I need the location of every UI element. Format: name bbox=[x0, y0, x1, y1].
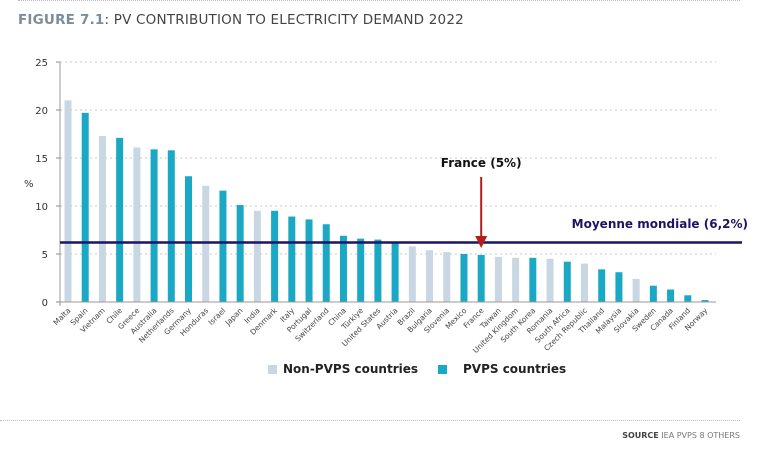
x-tick-label: Japan bbox=[223, 306, 245, 328]
y-tick-label: 20 bbox=[35, 106, 48, 117]
bar-vietnam bbox=[98, 135, 106, 302]
legend-swatch-pvps bbox=[438, 364, 447, 374]
bar-france bbox=[477, 254, 485, 302]
y-tick-label: 5 bbox=[42, 250, 48, 261]
figure-title-text: : PV CONTRIBUTION TO ELECTRICITY DEMAND … bbox=[104, 12, 464, 28]
bar-malaysia bbox=[615, 272, 623, 302]
legend-label-pvps: PVPS countries bbox=[463, 362, 567, 376]
bar-sweden bbox=[649, 285, 657, 302]
source-text: IEA PVPS 8 OTHERS bbox=[661, 431, 740, 440]
bar-india bbox=[253, 210, 261, 302]
bottom-divider bbox=[0, 420, 740, 421]
y-tick-label: 10 bbox=[35, 202, 48, 213]
bar-romania bbox=[546, 258, 554, 302]
bar-south-africa bbox=[563, 261, 571, 302]
bar-taiwan bbox=[494, 256, 502, 302]
bar-norway bbox=[701, 300, 709, 302]
legend-label-non-pvps: Non-PVPS countries bbox=[283, 362, 418, 376]
y-tick-label: 15 bbox=[35, 154, 48, 165]
bar-malta bbox=[64, 100, 72, 303]
bar-portugal bbox=[305, 219, 313, 302]
legend-swatch-non-pvps bbox=[268, 364, 277, 374]
bar-czech-republic bbox=[580, 263, 588, 302]
bar-honduras bbox=[202, 185, 210, 302]
bar-israel bbox=[219, 190, 227, 302]
bar-bulgaria bbox=[426, 250, 434, 302]
bar-denmark bbox=[271, 210, 279, 302]
source-label: SOURCE bbox=[622, 431, 659, 440]
bar-china bbox=[339, 235, 347, 302]
bar-canada bbox=[667, 289, 675, 302]
bar-slovenia bbox=[443, 252, 451, 302]
bar-japan bbox=[236, 205, 244, 302]
bar-united-states bbox=[374, 239, 382, 302]
bar-netherlands bbox=[167, 150, 175, 302]
bar-chart: 0510152025%MaltaSpainVietnamChileGreeceA… bbox=[24, 58, 748, 355]
bar-chile bbox=[116, 137, 124, 302]
source-note: SOURCE IEA PVPS 8 OTHERS bbox=[622, 431, 740, 440]
top-divider bbox=[18, 0, 740, 1]
figure-title: FIGURE 7.1: PV CONTRIBUTION TO ELECTRICI… bbox=[18, 12, 464, 28]
bar-t-rkiye bbox=[357, 238, 365, 302]
bar-brazil bbox=[408, 246, 416, 302]
bar-united-kingdom bbox=[512, 257, 520, 302]
bar-austria bbox=[391, 243, 399, 302]
bar-spain bbox=[81, 112, 89, 302]
bar-switzerland bbox=[322, 224, 330, 302]
bar-italy bbox=[288, 216, 296, 302]
y-tick-label: 0 bbox=[42, 298, 48, 309]
bar-slovakia bbox=[632, 278, 640, 302]
bar-thailand bbox=[598, 269, 606, 302]
france-arrow-head-icon bbox=[475, 236, 488, 248]
y-axis-label: % bbox=[24, 179, 34, 190]
bar-australia bbox=[150, 149, 158, 302]
x-tick-label: Malta bbox=[51, 306, 72, 327]
bar-mexico bbox=[460, 254, 468, 302]
france-annotation-label: France (5%) bbox=[441, 156, 522, 170]
y-tick-label: 25 bbox=[35, 58, 48, 69]
bar-finland bbox=[684, 295, 692, 302]
legend: Non-PVPS countries PVPS countries bbox=[268, 362, 566, 376]
bar-greece bbox=[133, 147, 141, 302]
bar-germany bbox=[185, 176, 193, 302]
figure-number: FIGURE 7.1 bbox=[18, 12, 105, 28]
bar-south-korea bbox=[529, 257, 537, 302]
world-average-label: Moyenne mondiale (6,2%) bbox=[572, 217, 748, 231]
x-tick-label: Israel bbox=[207, 306, 228, 327]
